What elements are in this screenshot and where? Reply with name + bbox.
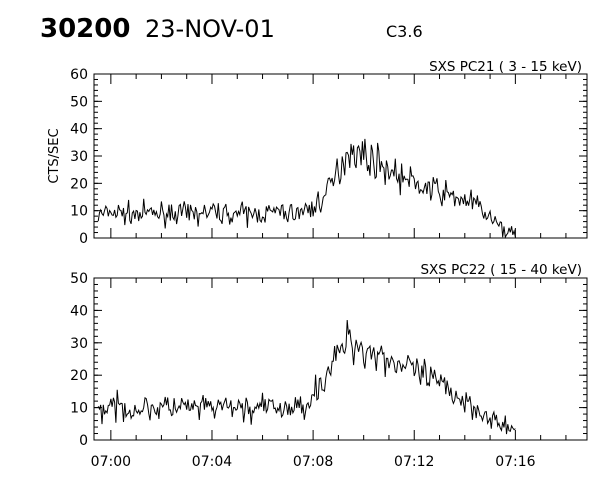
y-axis-label: CTS/SEC <box>47 128 62 183</box>
panel-2-frame <box>93 277 588 441</box>
y-tick-label: 10 <box>70 401 88 417</box>
panel-2-title: SXS PC22 ( 15 - 40 keV) <box>420 262 582 278</box>
y-tick-label: 30 <box>70 149 88 165</box>
event-id: 30200 <box>40 14 131 44</box>
event-date: 23-NOV-01 <box>145 15 275 43</box>
flare-class-label: C3.6 <box>386 22 423 41</box>
y-tick-label: 20 <box>70 176 88 192</box>
y-tick-label: 40 <box>70 122 88 138</box>
y-tick-label: 0 <box>79 231 88 247</box>
series-line-2 <box>97 319 516 435</box>
y-tick-label: 10 <box>70 204 88 220</box>
y-tick-label: 50 <box>70 94 88 110</box>
x-tick-label: 07:00 <box>91 454 131 470</box>
x-tick-label: 07:04 <box>192 454 232 470</box>
y-tick-label: 0 <box>79 433 88 449</box>
x-tick-label: 07:16 <box>495 454 535 470</box>
y-tick-label: 60 <box>70 67 88 83</box>
x-tick-label: 07:08 <box>293 454 333 470</box>
panel-1-title: SXS PC21 ( 3 - 15 keV) <box>429 59 582 75</box>
y-tick-label: 20 <box>70 368 88 384</box>
y-tick-label: 30 <box>70 336 88 352</box>
y-tick-label: 40 <box>70 303 88 319</box>
series-line-1 <box>97 138 516 239</box>
y-tick-label: 50 <box>70 271 88 287</box>
x-tick-label: 07:12 <box>394 454 434 470</box>
